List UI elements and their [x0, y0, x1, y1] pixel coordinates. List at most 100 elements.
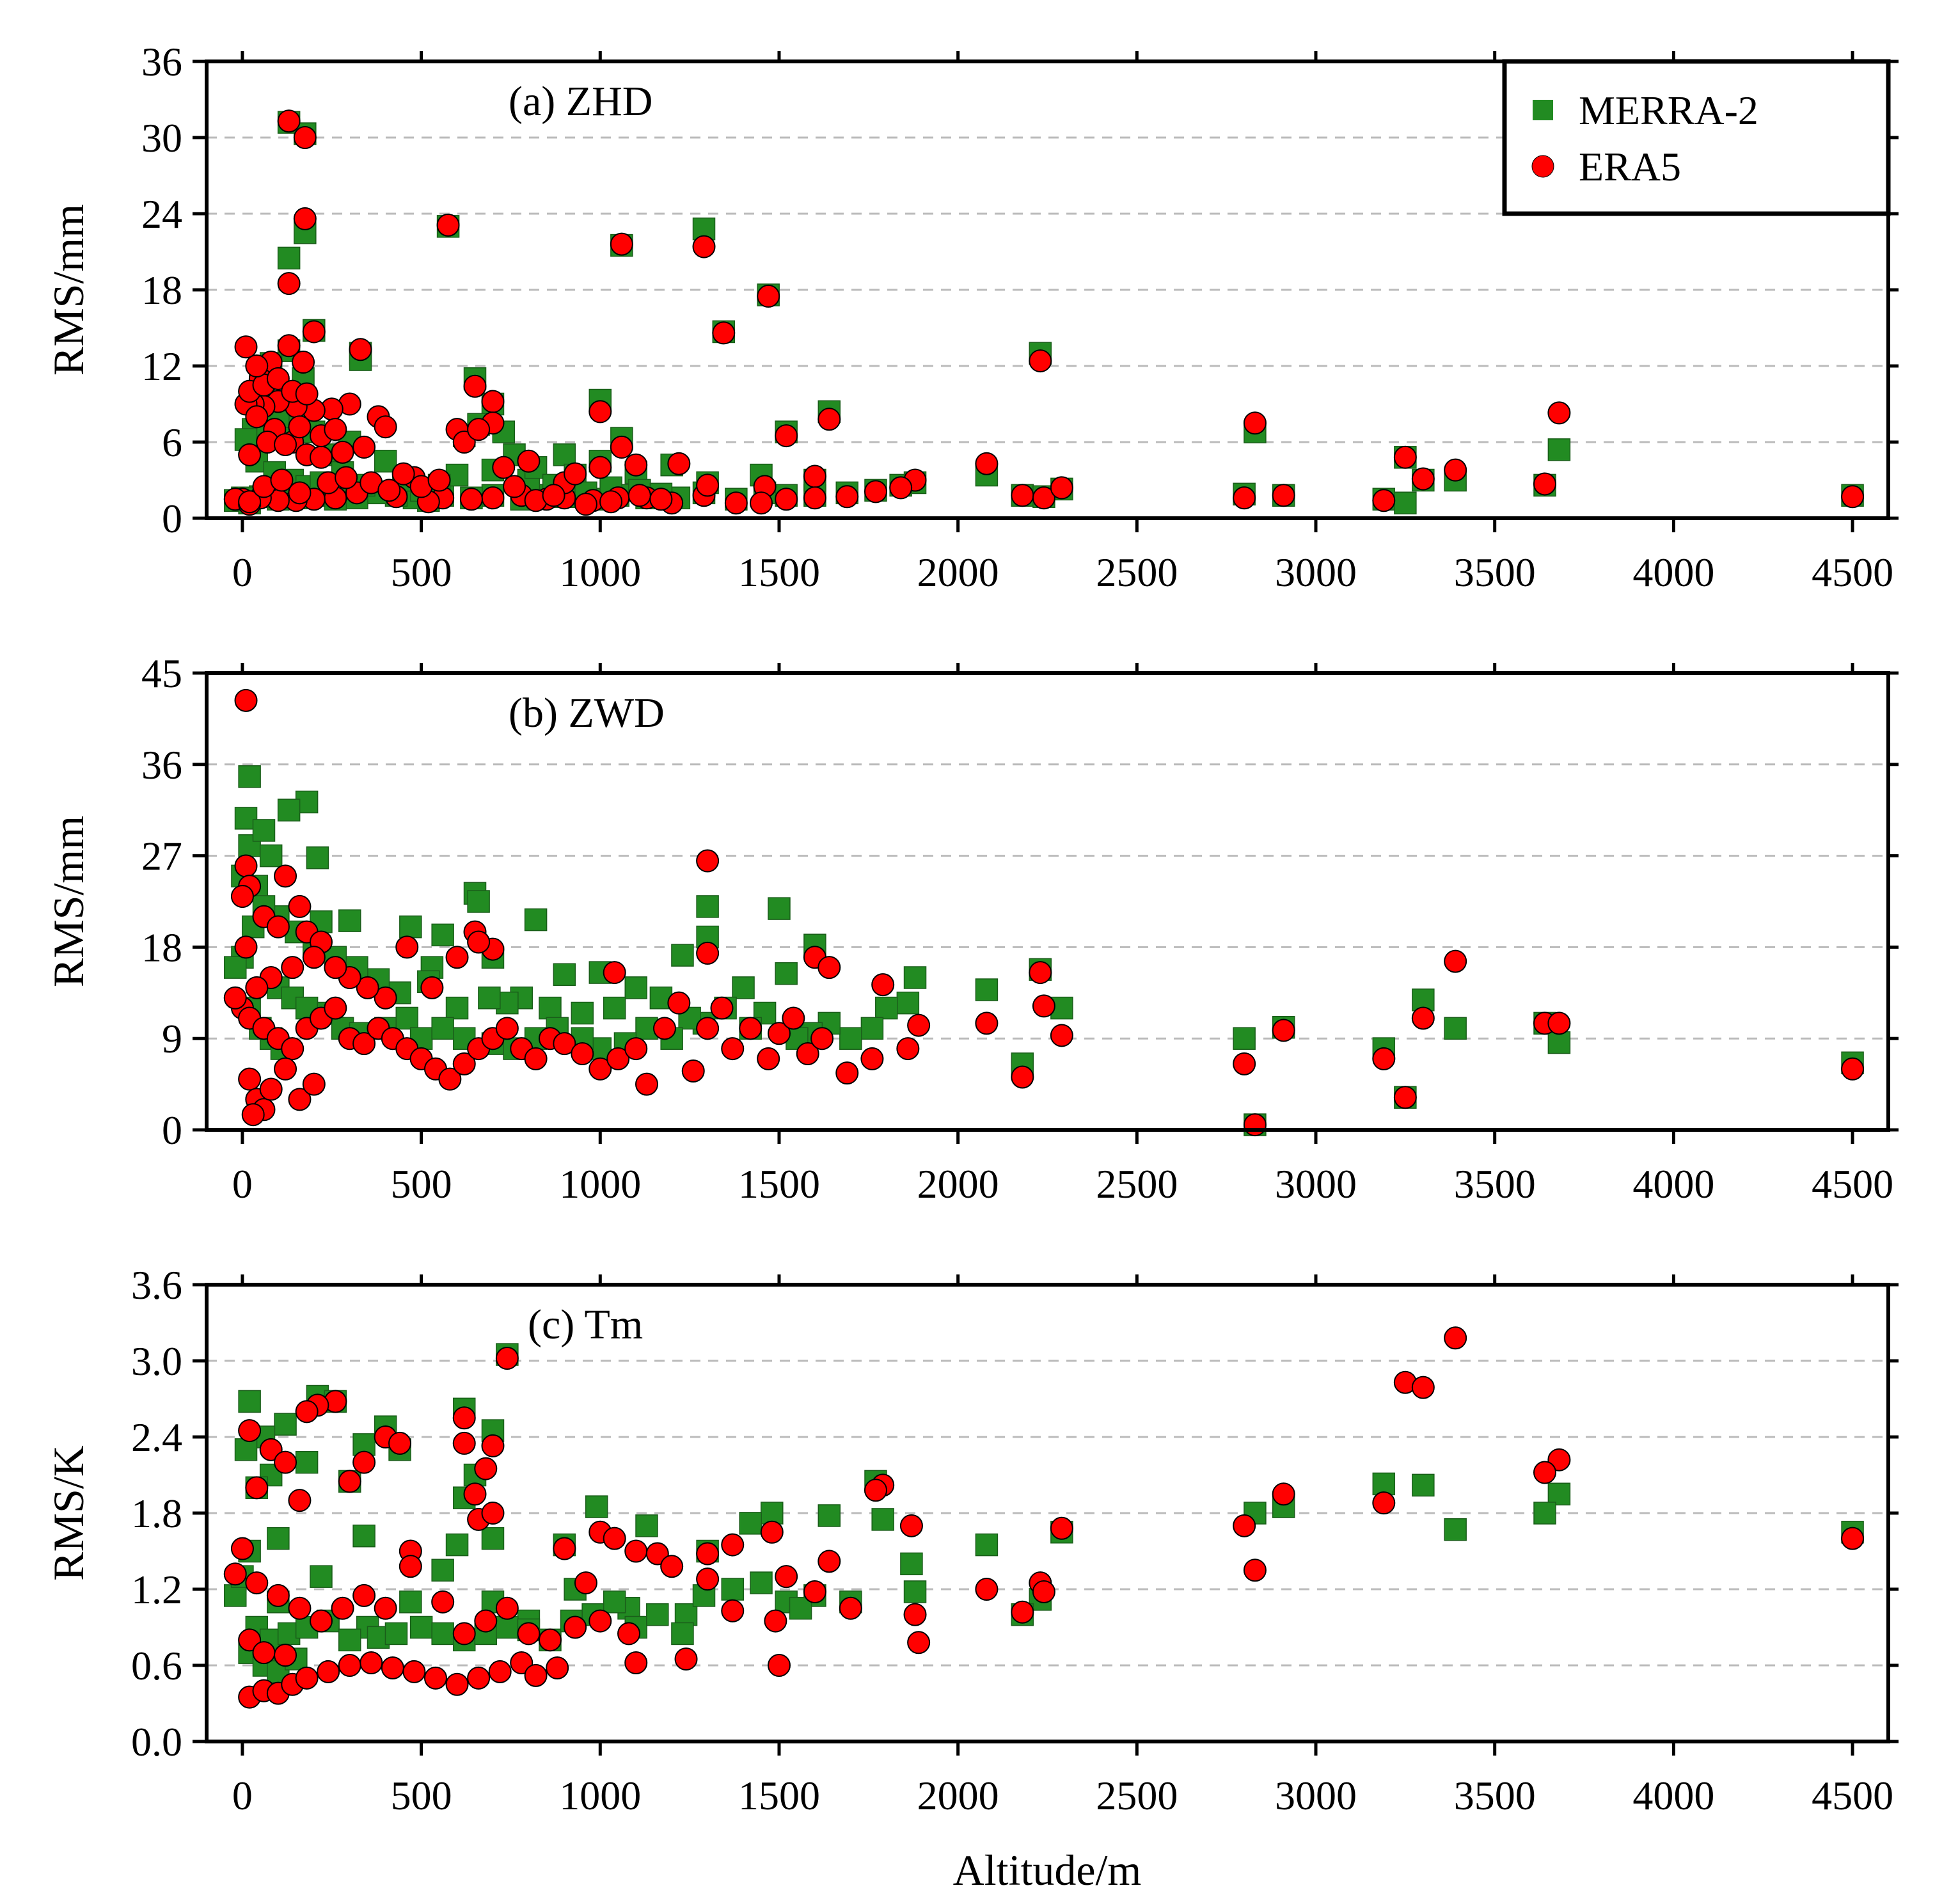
era5-point [674, 1647, 698, 1671]
era5-point [588, 1609, 612, 1633]
merra2-point [903, 1580, 927, 1603]
era5-point [381, 1656, 404, 1679]
merra2-point [445, 996, 469, 1020]
era5-point [402, 1660, 426, 1683]
era5-point [775, 424, 798, 448]
era5-point [803, 464, 826, 488]
era5-point [896, 1037, 920, 1061]
era5-point [293, 126, 317, 149]
y-axis-label: RMS/K [44, 1445, 93, 1581]
era5-point [241, 1103, 265, 1127]
x-tick-label: 4000 [1632, 1161, 1714, 1207]
y-tick-label: 2.4 [131, 1415, 182, 1460]
era5-point [474, 1609, 498, 1633]
x-tick-label: 0 [232, 550, 253, 595]
era5-point [288, 894, 312, 918]
era5-point [324, 418, 347, 441]
era5-point [1233, 1052, 1256, 1075]
x-tick-label: 0 [232, 1773, 253, 1818]
era5-point [238, 490, 262, 514]
x-tick-label: 2500 [1096, 550, 1178, 595]
era5-point [757, 284, 780, 308]
era5-point [245, 405, 269, 429]
era5-point [230, 885, 254, 908]
merra2-point [900, 1552, 923, 1576]
era5-point [1011, 1600, 1034, 1624]
era5-point [295, 382, 319, 406]
merra2-point [223, 1584, 247, 1607]
era5-point [628, 484, 651, 507]
era5-point [767, 1022, 791, 1045]
y-tick-label: 30 [141, 115, 182, 161]
y-tick-label: 0.6 [131, 1643, 182, 1688]
era5-point [324, 996, 347, 1020]
x-tick-label: 4500 [1812, 550, 1893, 595]
era5-point [652, 1017, 676, 1040]
merra2-point [1444, 1017, 1467, 1040]
era5-point [571, 1042, 594, 1065]
era5-point [660, 1555, 684, 1578]
era5-point [445, 1672, 469, 1696]
era5-point [324, 956, 347, 980]
merra2-point [571, 1001, 594, 1025]
x-tick-label: 3500 [1454, 1161, 1536, 1207]
era5-point [474, 1457, 498, 1480]
era5-point [1411, 1006, 1435, 1030]
merra2-point [478, 986, 501, 1010]
era5-point [266, 915, 290, 939]
era5-point [288, 481, 312, 505]
x-tick-label: 500 [391, 1161, 452, 1207]
merra2-point [539, 996, 562, 1020]
era5-point [274, 1057, 297, 1081]
era5-point [1272, 484, 1295, 507]
x-tick-label: 1000 [559, 1161, 641, 1207]
merra2-point [295, 1450, 319, 1474]
era5-point [503, 475, 526, 498]
era5-point [467, 418, 491, 441]
era5-point [538, 1628, 562, 1652]
era5-point [767, 1654, 791, 1677]
era5-point [277, 272, 301, 296]
era5-point [302, 320, 326, 344]
x-tick-label: 2000 [917, 1773, 999, 1818]
merra2-point [646, 1603, 669, 1626]
era5-point [281, 1037, 304, 1061]
era5-point [1393, 445, 1417, 469]
x-tick-label: 4500 [1812, 1773, 1893, 1818]
era5-point [245, 1571, 269, 1595]
era5-point [288, 1088, 312, 1111]
era5-point [349, 338, 372, 361]
x-tick-label: 1500 [738, 550, 820, 595]
era5-point [599, 490, 623, 514]
x-tick-label: 3000 [1275, 1161, 1357, 1207]
merra2-point [399, 1591, 422, 1614]
era5-point [775, 488, 798, 511]
merra2-point [739, 1512, 762, 1535]
era5-point [517, 449, 541, 473]
era5-point [309, 1609, 333, 1633]
era5-point [1372, 489, 1396, 512]
x-tick-label: 2500 [1096, 1773, 1178, 1818]
era5-point [635, 1072, 659, 1096]
x-tick-label: 3000 [1275, 550, 1357, 595]
x-tick-label: 4000 [1632, 550, 1714, 595]
era5-point [302, 946, 326, 969]
era5-point [796, 1042, 819, 1065]
merra2-point [671, 944, 694, 967]
era5-point [1444, 458, 1467, 482]
era5-point [603, 1527, 626, 1550]
era5-point [1841, 485, 1865, 509]
panel-title: (b) ZWD [509, 690, 665, 736]
era5-point [696, 1567, 720, 1591]
era5-point [427, 468, 451, 492]
merra2-point [352, 1524, 375, 1548]
merra2-point [445, 1533, 469, 1557]
era5-point [459, 488, 483, 511]
merra2-point [1547, 438, 1571, 461]
era5-point [782, 1006, 805, 1030]
era5-point [899, 1514, 923, 1537]
era5-point [223, 1562, 247, 1586]
era5-point [1011, 1065, 1034, 1089]
y-tick-label: 12 [141, 344, 182, 389]
x-tick-label: 4500 [1812, 1161, 1893, 1207]
